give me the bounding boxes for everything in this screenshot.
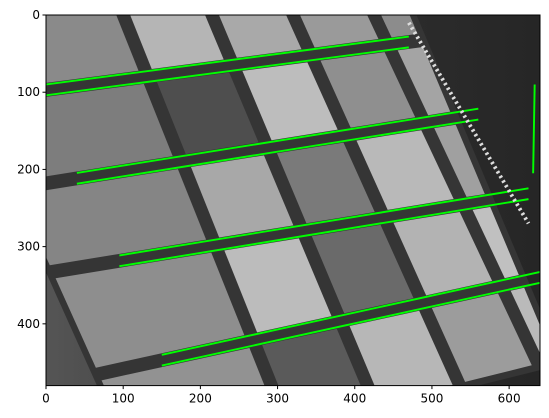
edge-line	[46, 46, 409, 97]
edge-line	[119, 187, 529, 257]
patch	[472, 206, 519, 279]
x-tick-label: 0	[42, 392, 50, 406]
edge-line	[161, 281, 541, 367]
edge-speckle	[407, 21, 531, 225]
edge-line	[76, 118, 479, 185]
patch	[431, 293, 532, 382]
patch	[190, 155, 294, 238]
x-tick-label: 100	[112, 392, 135, 406]
x-tick-label: 400	[343, 392, 366, 406]
patch	[262, 328, 361, 386]
patch	[130, 15, 224, 69]
patch	[311, 224, 414, 314]
patch	[320, 52, 416, 128]
patch	[434, 124, 485, 197]
patch	[510, 287, 541, 354]
y-tick-label: 300	[17, 240, 40, 254]
patch	[218, 15, 302, 58]
edge-line	[161, 271, 541, 356]
y-tick-label: 400	[17, 317, 40, 331]
patch	[101, 347, 265, 386]
x-tick-label: 300	[266, 392, 289, 406]
patch	[224, 238, 332, 333]
patch	[277, 142, 375, 224]
patch	[356, 130, 454, 210]
patch	[299, 15, 379, 48]
patch	[381, 15, 418, 38]
patch	[46, 83, 173, 177]
patch	[393, 211, 493, 296]
x-tick-label: 600	[498, 392, 521, 406]
x-tick-label: 500	[420, 392, 443, 406]
edge-line	[119, 198, 529, 268]
y-tick-label: 100	[17, 85, 40, 99]
patch	[46, 169, 207, 266]
y-tick-label: 200	[17, 162, 40, 176]
patch	[397, 47, 451, 116]
patch	[55, 252, 245, 368]
y-tick-label: 0	[32, 8, 40, 22]
patch	[242, 62, 338, 141]
patch	[157, 72, 259, 154]
patch	[349, 310, 453, 386]
patch	[46, 15, 139, 83]
edge-line	[46, 35, 409, 86]
axes-frame	[45, 14, 541, 387]
edge-line	[532, 84, 536, 174]
x-tick-label: 200	[189, 392, 212, 406]
edge-line	[76, 107, 479, 174]
